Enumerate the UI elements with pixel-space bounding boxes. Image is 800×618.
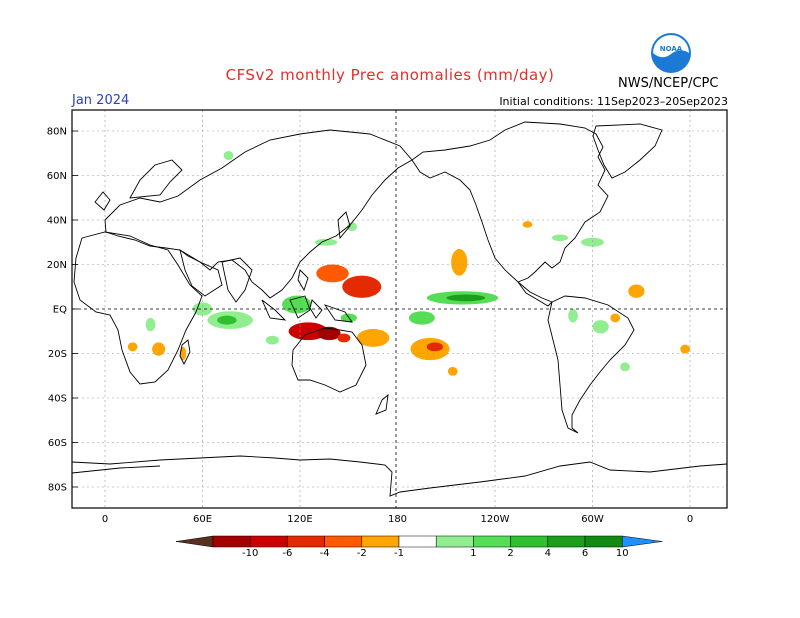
colorbar-label: 1 [470, 548, 476, 559]
anomaly-region [628, 284, 645, 298]
anomaly-region [522, 221, 533, 228]
noaa-logo: NOAA [650, 32, 692, 74]
anomaly-region [316, 264, 349, 283]
lat-tick-label: 80S [48, 483, 67, 494]
colorbar-segment [249, 535, 288, 548]
lon-tick-label: 0 [687, 514, 693, 525]
map-title: CFSv2 monthly Prec anomalies (mm/day) [225, 66, 555, 84]
anomaly-region [620, 362, 630, 372]
lon-labels: 0 60E 120E 180 120W 60W 0 [102, 514, 693, 525]
anomaly-region [337, 333, 351, 343]
lon-tick-label: 120W [481, 514, 510, 525]
anomaly-shading [127, 151, 690, 376]
anomaly-region [317, 326, 341, 341]
anomaly-region [592, 320, 609, 334]
colorbar-segment [287, 535, 325, 548]
lon-tick-label: 120E [287, 514, 312, 525]
colorbar-label: 10 [616, 548, 629, 559]
colorbar-segment [324, 535, 363, 548]
anomaly-region [288, 322, 328, 341]
colorbar-label: -10 [242, 548, 258, 559]
anomaly-region [356, 329, 390, 347]
anomaly-region [192, 302, 213, 316]
lon-tick-label: 180 [388, 514, 407, 525]
colorbar-arrow-high [621, 535, 663, 548]
colorbar-arrow-low [175, 535, 214, 548]
lat-tick-label: 60S [48, 438, 67, 449]
colorbar-label: -1 [394, 548, 404, 559]
anomaly-region [408, 311, 435, 325]
colorbar-segment [547, 535, 586, 548]
colorbar: -10 -6 -4 -2 -1 1 2 4 6 10 [175, 535, 663, 559]
colorbar-segment [212, 535, 251, 548]
colorbar-segment [398, 535, 437, 548]
anomaly-region [426, 342, 443, 352]
anomaly-region [152, 342, 166, 356]
colorbar-label: 6 [582, 548, 588, 559]
colorbar-segment [361, 535, 400, 548]
colorbar-label: 4 [545, 548, 551, 559]
anomaly-region [447, 366, 458, 376]
anomaly-region [145, 317, 156, 332]
anomaly-region [581, 237, 604, 247]
colorbar-label: 2 [507, 548, 513, 559]
anomaly-region [223, 151, 234, 160]
lat-tick-label: 40N [47, 216, 67, 227]
lat-tick-label: 20S [48, 349, 67, 360]
colorbar-label: -6 [282, 548, 292, 559]
month-label: Jan 2024 [72, 93, 130, 108]
lat-tick-label: 80N [47, 127, 67, 138]
coastlines [72, 121, 727, 497]
colorbar-segment [584, 535, 623, 548]
anomaly-region [446, 294, 486, 302]
anomaly-region [127, 342, 138, 352]
anomaly-region [610, 313, 621, 323]
anomaly-region [451, 248, 468, 276]
colorbar-segment [510, 535, 549, 548]
lat-tick-label: 40S [48, 394, 67, 405]
anomaly-region [342, 275, 382, 298]
lon-tick-label: 60E [193, 514, 212, 525]
agency-label: NWS/NCEP/CPC [618, 76, 719, 91]
colorbar-label: -4 [320, 548, 330, 559]
anomaly-region [568, 309, 578, 323]
colorbar-label: -2 [357, 548, 367, 559]
lat-tick-label: 60N [47, 171, 67, 182]
anomaly-region [217, 315, 237, 325]
lon-tick-label: 0 [102, 514, 108, 525]
lat-tick-label: EQ [53, 305, 67, 316]
anomaly-region [680, 344, 690, 354]
svg-text:NOAA: NOAA [660, 45, 683, 53]
colorbar-segment [435, 535, 474, 548]
lon-tick-label: 60W [581, 514, 604, 525]
lat-tick-label: 20N [47, 260, 67, 271]
colorbar-segment [473, 535, 511, 548]
lat-labels: 80N 60N 40N 20N EQ 20S 40S 60S 80S [47, 127, 78, 494]
anomaly-region [265, 335, 279, 345]
anomaly-region [551, 234, 569, 242]
initial-conditions-label: Initial conditions: 11Sep2023–20Sep2023 [499, 95, 728, 108]
